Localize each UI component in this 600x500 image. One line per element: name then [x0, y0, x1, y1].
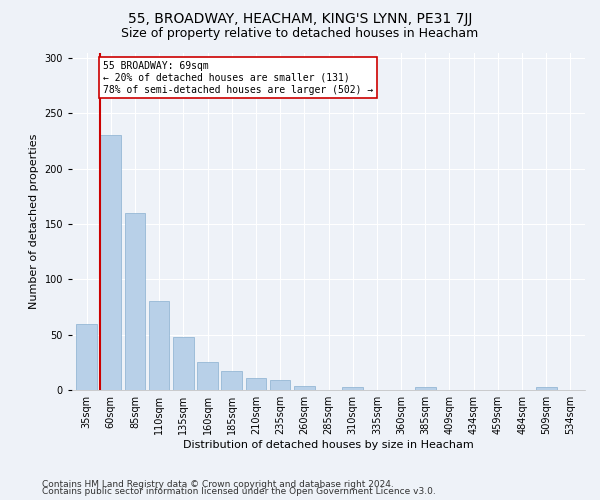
- Text: Contains public sector information licensed under the Open Government Licence v3: Contains public sector information licen…: [42, 487, 436, 496]
- Bar: [270, 380, 290, 390]
- Bar: [245, 378, 266, 390]
- Text: 55, BROADWAY, HEACHAM, KING'S LYNN, PE31 7JJ: 55, BROADWAY, HEACHAM, KING'S LYNN, PE31…: [128, 12, 472, 26]
- Bar: [173, 337, 194, 390]
- Bar: [536, 386, 557, 390]
- Bar: [343, 386, 363, 390]
- Text: 55 BROADWAY: 69sqm
← 20% of detached houses are smaller (131)
78% of semi-detach: 55 BROADWAY: 69sqm ← 20% of detached hou…: [103, 62, 374, 94]
- Bar: [294, 386, 314, 390]
- Bar: [125, 213, 145, 390]
- Text: Contains HM Land Registry data © Crown copyright and database right 2024.: Contains HM Land Registry data © Crown c…: [42, 480, 394, 489]
- Bar: [149, 302, 169, 390]
- Text: Size of property relative to detached houses in Heacham: Size of property relative to detached ho…: [121, 28, 479, 40]
- Bar: [415, 386, 436, 390]
- Bar: [100, 136, 121, 390]
- Bar: [221, 371, 242, 390]
- X-axis label: Distribution of detached houses by size in Heacham: Distribution of detached houses by size …: [183, 440, 474, 450]
- Bar: [76, 324, 97, 390]
- Y-axis label: Number of detached properties: Number of detached properties: [29, 134, 39, 309]
- Bar: [197, 362, 218, 390]
